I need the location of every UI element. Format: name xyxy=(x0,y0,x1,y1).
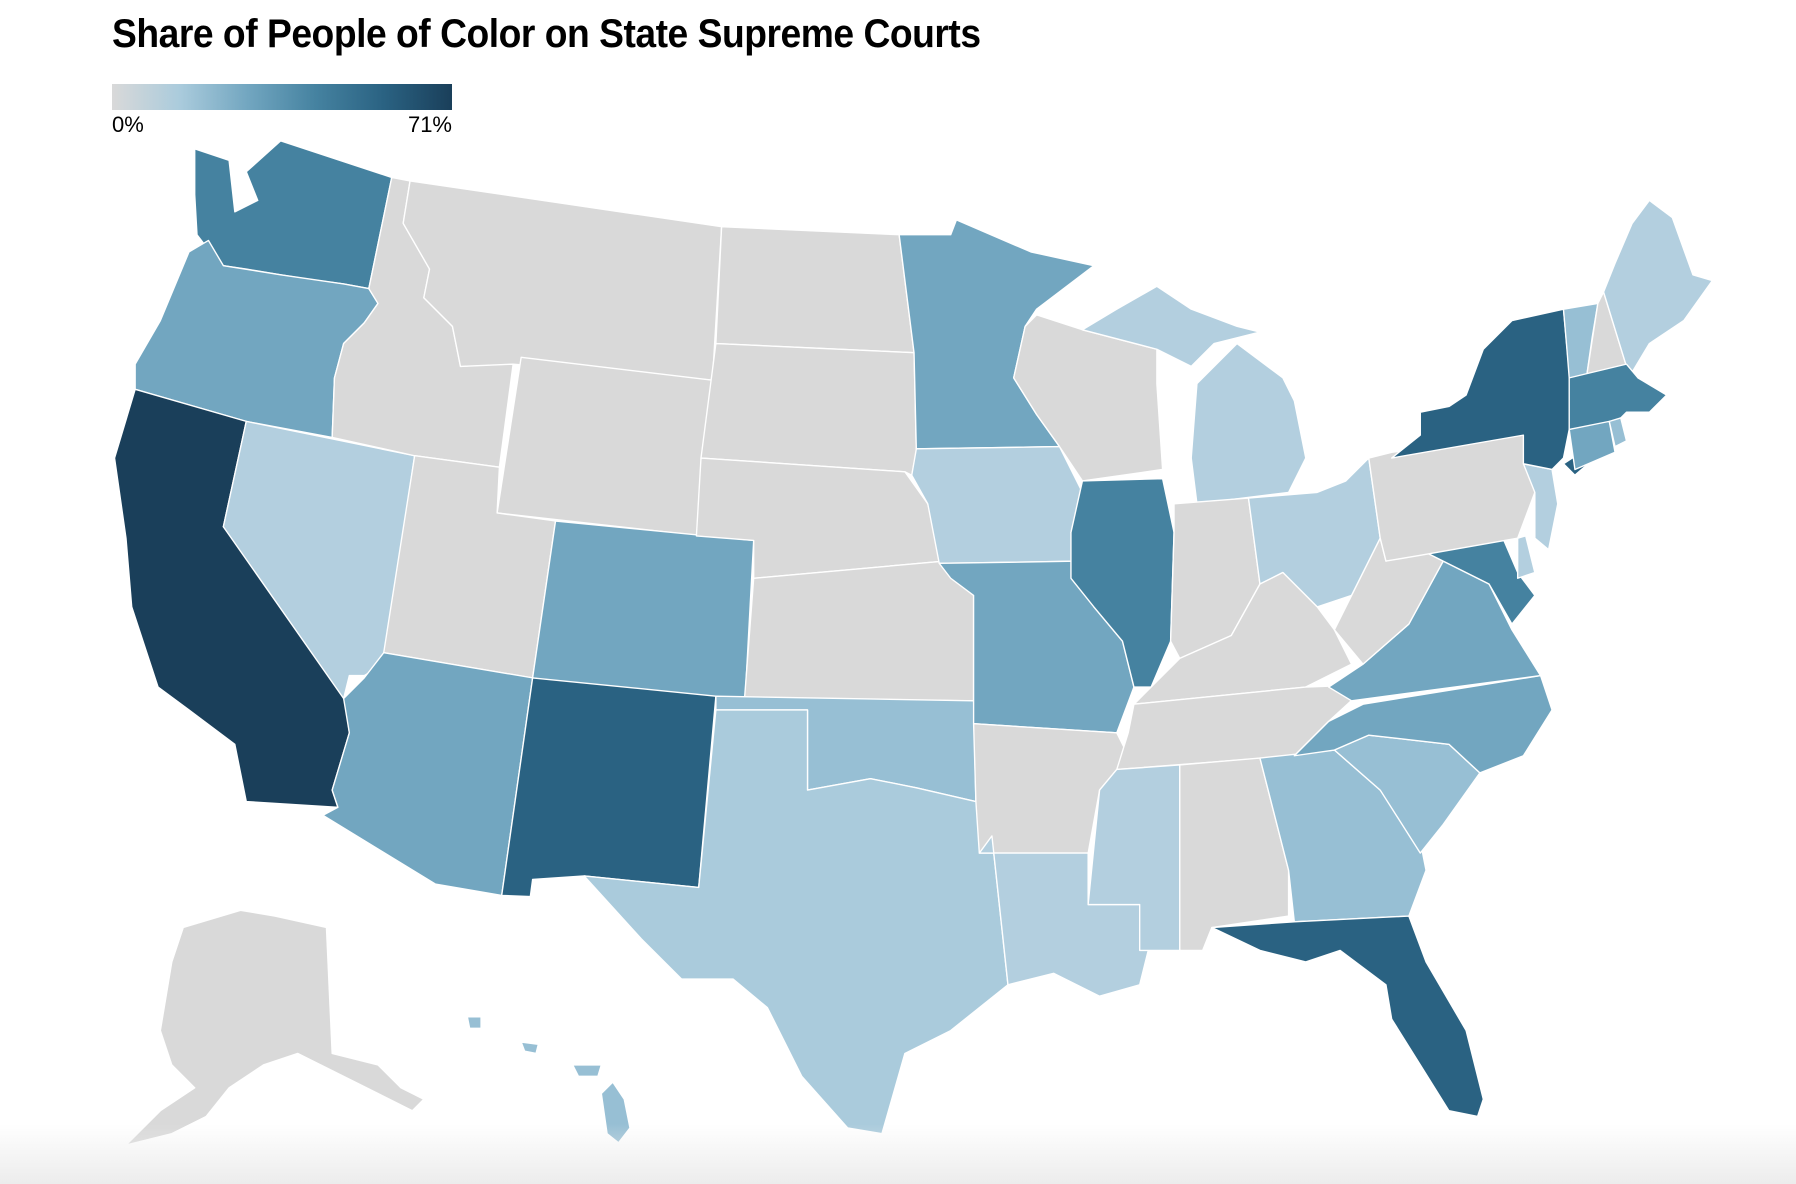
legend-gradient-bar xyxy=(112,84,452,110)
state-TX[interactable] xyxy=(583,709,1009,1135)
state-LA[interactable] xyxy=(978,835,1152,997)
state-AR[interactable] xyxy=(972,722,1129,854)
state-ME[interactable] xyxy=(1602,199,1714,373)
state-SD[interactable] xyxy=(700,342,918,476)
state-PA[interactable] xyxy=(1368,434,1536,562)
state-NM[interactable] xyxy=(501,677,717,898)
state-NC[interactable] xyxy=(1293,674,1553,774)
legend-min-label: 0% xyxy=(112,112,144,137)
state-MT[interactable] xyxy=(402,180,723,381)
state-FL[interactable] xyxy=(1211,915,1484,1118)
state-IL[interactable] xyxy=(1070,477,1175,688)
state-RI[interactable] xyxy=(1608,417,1628,448)
state-AZ[interactable] xyxy=(322,652,534,897)
state-HI-islands[interactable] xyxy=(572,1064,603,1078)
page-bottom-fade xyxy=(0,1124,1796,1184)
legend-max-label: 71% xyxy=(407,112,452,137)
state-AK[interactable] xyxy=(125,909,425,1146)
color-legend: 0% 71% xyxy=(112,84,452,138)
state-WY[interactable] xyxy=(496,356,714,537)
state-HI-islands[interactable] xyxy=(520,1041,540,1055)
state-MI-upper[interactable] xyxy=(1081,285,1261,368)
state-ND[interactable] xyxy=(715,226,915,354)
chart-title: Share of People of Color on State Suprem… xyxy=(112,12,981,56)
state-MI[interactable] xyxy=(1190,342,1307,505)
state-HI-islands[interactable] xyxy=(466,1016,482,1029)
state-KS[interactable] xyxy=(743,560,975,702)
state-IA[interactable] xyxy=(911,445,1084,565)
state-DE[interactable] xyxy=(1516,535,1536,579)
state-CT[interactable] xyxy=(1568,420,1616,471)
